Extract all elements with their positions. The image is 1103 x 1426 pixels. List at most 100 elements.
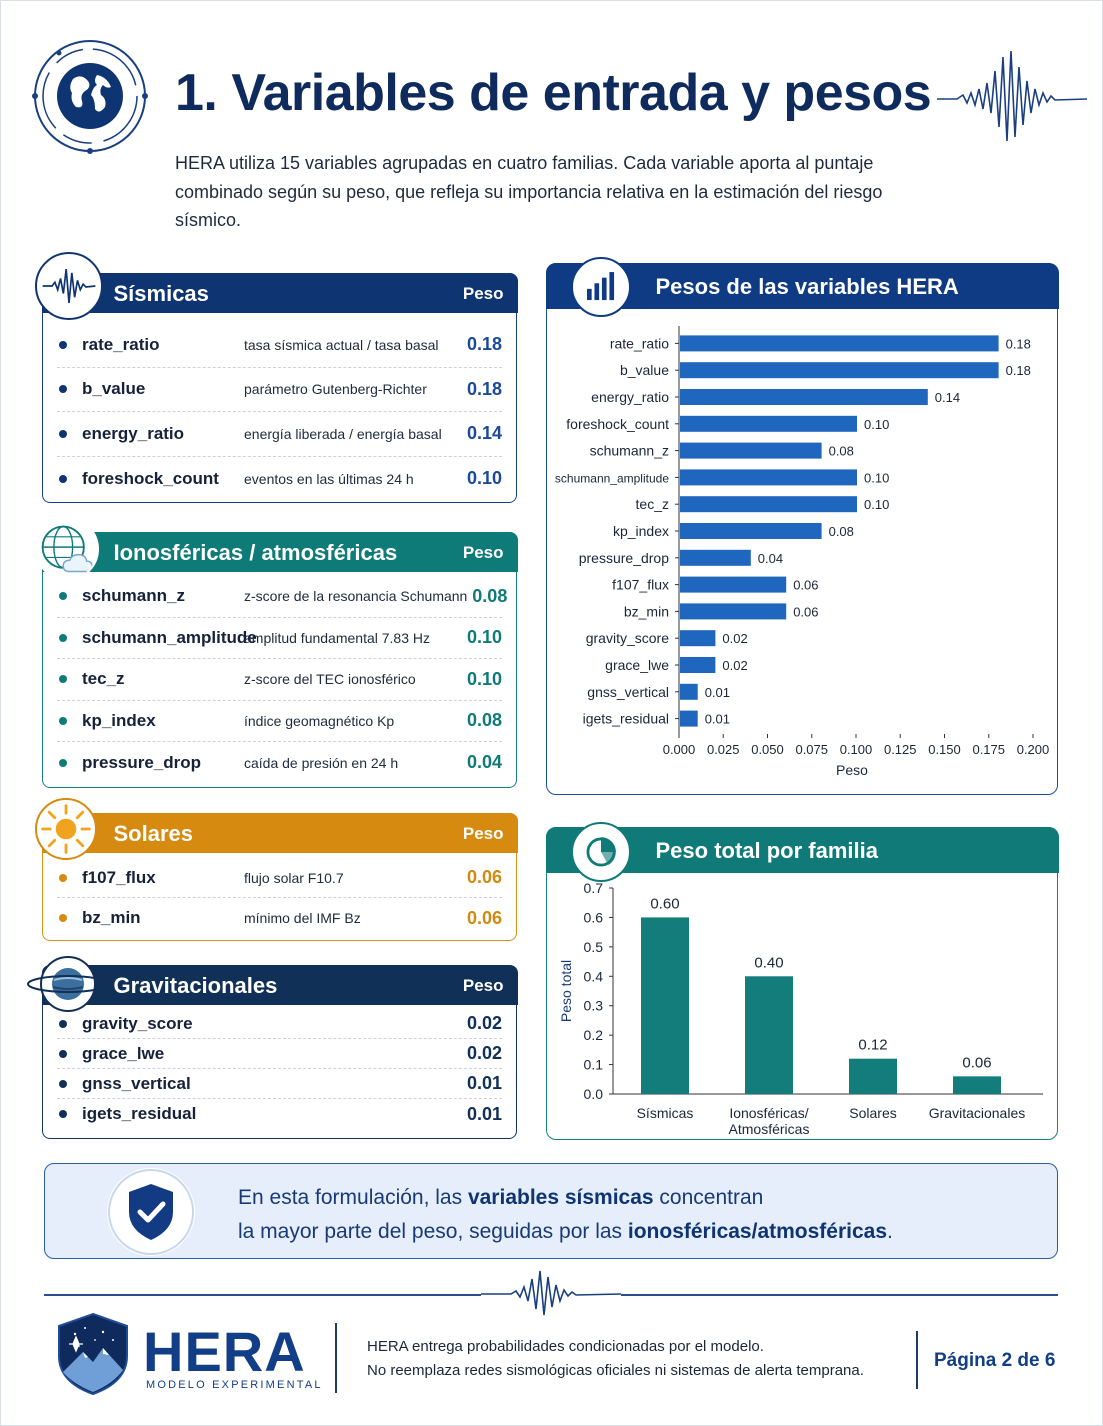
variable-weight: 0.08 [466,710,502,731]
bar [680,630,716,647]
variable-description: z-score del TEC ionosférico [244,671,416,688]
disclaimer-text: HERA entrega probabilidades condicionada… [367,1335,864,1383]
variable-description: energía liberada / energía basal [244,425,442,442]
tick-label: 0.025 [707,742,740,757]
chart-header: Pesos de las variables HERA [545,262,1059,309]
data-label: 0.10 [864,417,889,432]
data-label: 0.10 [864,470,889,485]
variable-weight: 0.10 [466,668,502,689]
category-label: Solares [849,1105,896,1121]
variable-weight: 0.14 [466,423,502,444]
bar [745,976,793,1094]
bar [680,389,928,405]
tick-label: 0.2 [584,1027,604,1043]
data-label: 0.06 [793,604,818,619]
category-label: kp_index [613,523,669,539]
weight-header: Peso [462,975,504,995]
chart-title: Pesos de las variables HERA [655,273,959,299]
variable-row: igets_residual 0.01 [57,1099,502,1129]
variable-weights-chart: rate_ratio 0.18 b_value 0.18 energy_ratio 0.1… [555,326,1049,778]
category-label: b_value [620,362,669,378]
variable-description: caída de presión en 24 h [244,754,399,771]
globe-icon [32,40,148,154]
hera-logo-icon [58,1312,128,1396]
bar [680,683,698,700]
card-header: Solares Peso [41,812,518,853]
bar [680,362,999,379]
variable-weight: 0.08 [472,585,508,606]
variable-name: f107_flux [82,867,156,887]
variable-row: pressure_drop caída de presión en 24 h 0.0… [57,742,502,784]
shield-check-icon [107,1168,195,1256]
variable-row: grace_lwe 0.02 [57,1039,502,1069]
page-number: Página 2 de 6 [934,1350,1056,1371]
callout-line: En esta formulación, las variables sísmi… [238,1181,893,1215]
category-label: foreshock_count [566,416,669,432]
tick-label: 0.075 [795,742,828,757]
family-name: Ionosféricas / atmosféricas [113,539,398,565]
card-header: Sísmicas Peso [41,272,518,313]
variable-name: rate_ratio [82,334,160,354]
category-label: gnss_vertical [587,684,669,700]
bullet-dot [59,474,67,483]
seismic-wave-icon [937,50,1087,142]
bullet-dot [59,592,67,601]
tick-label: 0.175 [972,742,1005,757]
tick-label: 0.050 [751,742,784,757]
variable-row: tec_z z-score del TEC ionosférico 0.10 [57,659,502,701]
seismic-family-card: Sísmicas Peso rate_ratio tasa sísmica act… [35,252,518,503]
category-label: energy_ratio [591,389,669,405]
weight-header: Peso [462,823,504,843]
bar [680,523,822,539]
bar [641,917,689,1094]
family-totals-chart: 0.0 0.1 0.2 0.3 0.4 0.5 0.6 0.7 Peso total 0.60 Sí… [558,880,1043,1137]
variable-row: energy_ratio energía liberada / energía b… [57,412,502,457]
footer-separator [916,1331,918,1389]
chart-title: Peso total por familia [655,837,879,863]
data-label: 0.02 [722,631,747,646]
data-label: 0.08 [829,524,854,539]
variable-description: z-score de la resonancia Schumann [244,588,468,605]
bullet-dot [59,1049,67,1058]
variable-description: flujo solar F10.7 [244,869,344,886]
data-label: 0.06 [793,578,818,593]
category-label: rate_ratio [610,335,669,351]
tick-label: 0.100 [840,742,873,757]
category-label: Atmosféricas [729,1121,810,1137]
variable-list: rate_ratio tasa sísmica actual / tasa bas… [57,323,502,501]
tick-label: 0.6 [584,909,604,925]
bar [680,442,822,459]
bullet-dot [59,1079,67,1088]
tick-label: 0.150 [928,742,961,757]
data-label: 0.60 [650,895,679,912]
category-label: tec_z [636,496,669,512]
category-label: schumann_amplitude [555,471,669,485]
bar [680,603,787,620]
disclaimer-line: HERA entrega probabilidades condicionada… [367,1338,764,1355]
category-label: schumann_z [590,443,669,459]
tick-label: 0.000 [663,742,696,757]
bullet-dot [59,633,67,642]
intro-text: HERA utiliza 15 variables agrupadas en c… [175,149,935,235]
variable-description: parámetro Gutenberg-Richter [244,381,427,398]
tick-label: 0.125 [884,742,917,757]
variable-name: schumann_z [82,586,185,606]
category-label: gravity_score [586,630,669,646]
variable-weight: 0.06 [466,907,502,928]
callout-highlight: variables sísmicas [467,1186,654,1209]
brand-subtitle: MODELO EXPERIMENTAL [146,1379,323,1391]
variable-weight: 0.04 [466,752,502,773]
variable-description: tasa sísmica actual / tasa basal [244,336,439,353]
data-label: 0.18 [1006,363,1031,378]
family-totals-panel: Peso total por familia 0.0 0.1 0.2 0.3 0.4 0.… [545,822,1059,1140]
category-label: bz_min [624,603,669,619]
variable-weight: 0.10 [466,627,502,648]
callout-text: En esta formulación, las variables sísmi… [238,1181,893,1249]
footer-divider [44,1294,481,1296]
variable-weight: 0.18 [466,378,502,399]
gravitational-family-card: Gravitacionales Peso gravity_score 0.02 gr… [27,956,518,1139]
data-label: 0.14 [935,390,960,405]
tick-label: 0.0 [584,1086,604,1102]
variable-weight: 0.06 [466,867,502,887]
